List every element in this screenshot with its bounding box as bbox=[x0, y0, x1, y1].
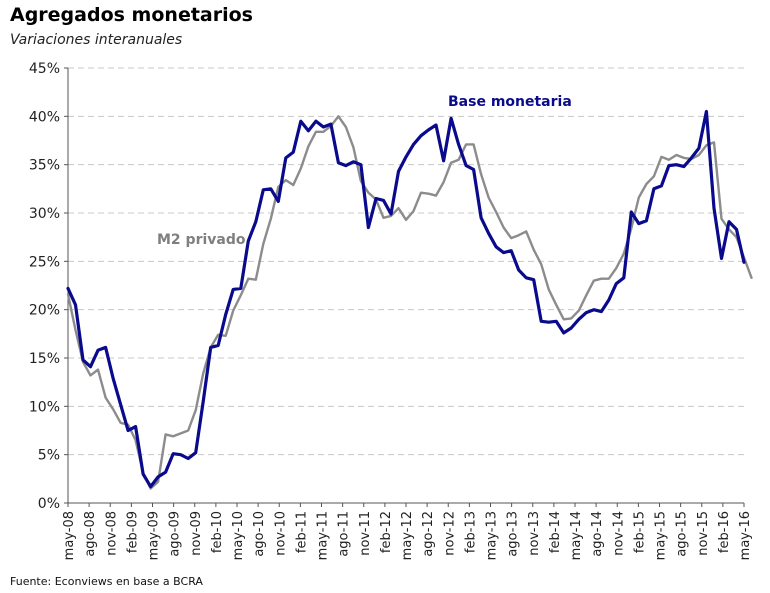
x-tick-label: ago-11 bbox=[337, 511, 352, 557]
x-tick-label: feb-09 bbox=[125, 511, 140, 553]
chart-subtitle: Variaciones interanuales bbox=[10, 32, 183, 48]
x-tick-label: ago-12 bbox=[421, 511, 436, 557]
x-tick-label: ago-10 bbox=[252, 511, 267, 557]
x-tick-label: nov-11 bbox=[358, 511, 373, 556]
source-note: Fuente: Econviews en base a BCRA bbox=[10, 575, 203, 588]
x-tick-label: feb-10 bbox=[210, 511, 225, 553]
x-tick-label: may-15 bbox=[654, 511, 669, 560]
x-tick-label: ago-09 bbox=[168, 511, 183, 557]
x-tick-label: nov-15 bbox=[696, 511, 711, 556]
x-tick-label: may-11 bbox=[316, 511, 331, 560]
x-tick-label: feb-11 bbox=[294, 511, 309, 553]
x-tick-labels: may-08 ago-08 nov-08 feb-09 may-09 ago-09 nov-… bbox=[62, 503, 753, 560]
x-tick-label: ago-14 bbox=[590, 511, 605, 557]
x-tick-label: feb-14 bbox=[548, 511, 563, 553]
x-tick-label: feb-16 bbox=[717, 511, 732, 553]
x-tick-label: nov-14 bbox=[611, 511, 626, 556]
grid-lines bbox=[68, 67, 744, 456]
x-tick-label: may-16 bbox=[738, 511, 753, 560]
x-tick-label: ago-15 bbox=[675, 511, 690, 557]
x-tick-label: nov-10 bbox=[273, 511, 288, 556]
x-tick-label: may-09 bbox=[147, 511, 162, 560]
x-tick-label: feb-12 bbox=[379, 511, 394, 553]
y-tick-labels: 0% 5% 10% 15% 20% 25% 30% 35% 40% 45% bbox=[29, 61, 68, 512]
axes bbox=[67, 68, 744, 504]
x-tick-label: may-14 bbox=[569, 511, 584, 560]
x-tick-label: nov-13 bbox=[527, 511, 542, 556]
series-line-base-monetaria bbox=[66, 109, 746, 489]
x-tick-label: ago-13 bbox=[506, 511, 521, 557]
x-tick-label: may-12 bbox=[400, 511, 415, 560]
x-tick-label: nov-08 bbox=[104, 511, 119, 556]
series-lines bbox=[66, 109, 753, 490]
y-tick-label: 15% bbox=[29, 351, 60, 367]
x-tick-label: nov-09 bbox=[189, 511, 204, 556]
x-tick-label: feb-13 bbox=[463, 511, 478, 553]
x-tick-label: may-13 bbox=[485, 511, 500, 560]
x-tick-label: nov-12 bbox=[442, 511, 457, 556]
y-tick-label: 40% bbox=[29, 109, 60, 125]
series-label-m2-privado: M2 privado bbox=[157, 232, 246, 248]
y-tick-label: 10% bbox=[29, 399, 60, 415]
y-tick-label: 25% bbox=[29, 254, 60, 270]
y-tick-label: 5% bbox=[38, 448, 60, 464]
x-tick-label: may-08 bbox=[62, 511, 77, 560]
x-tick-label: may-10 bbox=[231, 511, 246, 560]
series-label-base-monetaria: Base monetaria bbox=[448, 94, 572, 110]
y-tick-label: 20% bbox=[29, 303, 60, 319]
x-tick-label: feb-15 bbox=[632, 511, 647, 553]
x-tick-label: ago-08 bbox=[83, 511, 98, 557]
y-tick-label: 30% bbox=[29, 206, 60, 222]
y-tick-label: 0% bbox=[38, 496, 60, 512]
y-tick-label: 45% bbox=[29, 61, 60, 77]
y-tick-label: 35% bbox=[29, 158, 60, 174]
chart-title: Agregados monetarios bbox=[10, 4, 253, 26]
series-line-m2-privado bbox=[66, 115, 753, 490]
